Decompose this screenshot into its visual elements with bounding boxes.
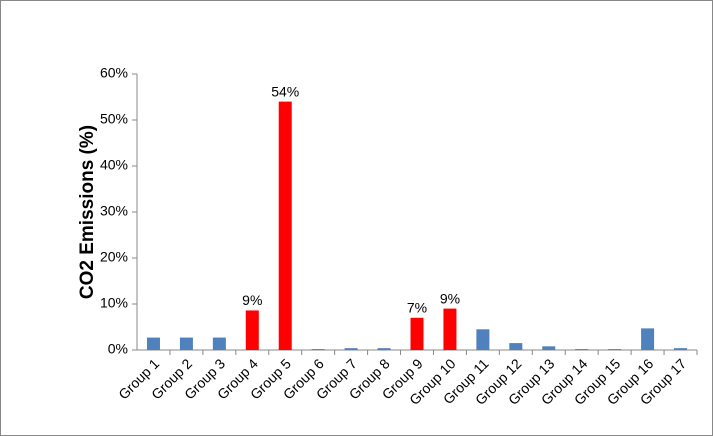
bar [509,343,523,350]
value-label: 9% [440,290,460,306]
bar [443,308,457,350]
y-tick-label: 0% [108,341,128,357]
bar [311,349,325,350]
y-tick-label: 50% [100,111,128,127]
bar [146,337,160,350]
bar [377,348,391,350]
bar [179,337,193,350]
bar [608,349,622,350]
bar [476,329,490,350]
bar [410,317,424,350]
value-label: 7% [407,300,427,316]
bar [542,346,556,350]
y-axis-title: CO2 Emissions (%) [77,125,98,299]
bar [278,101,292,350]
y-tick-label: 30% [100,203,128,219]
y-tick-label: 10% [100,295,128,311]
value-label: 54% [271,83,299,99]
bar [674,348,688,350]
bar [212,337,226,350]
bar [641,328,655,350]
bar [575,349,589,350]
bar [245,310,259,350]
y-tick-label: 60% [100,65,128,81]
y-tick-label: 40% [100,157,128,173]
bar [344,348,358,350]
y-tick-label: 20% [100,249,128,265]
value-label: 9% [242,292,262,308]
